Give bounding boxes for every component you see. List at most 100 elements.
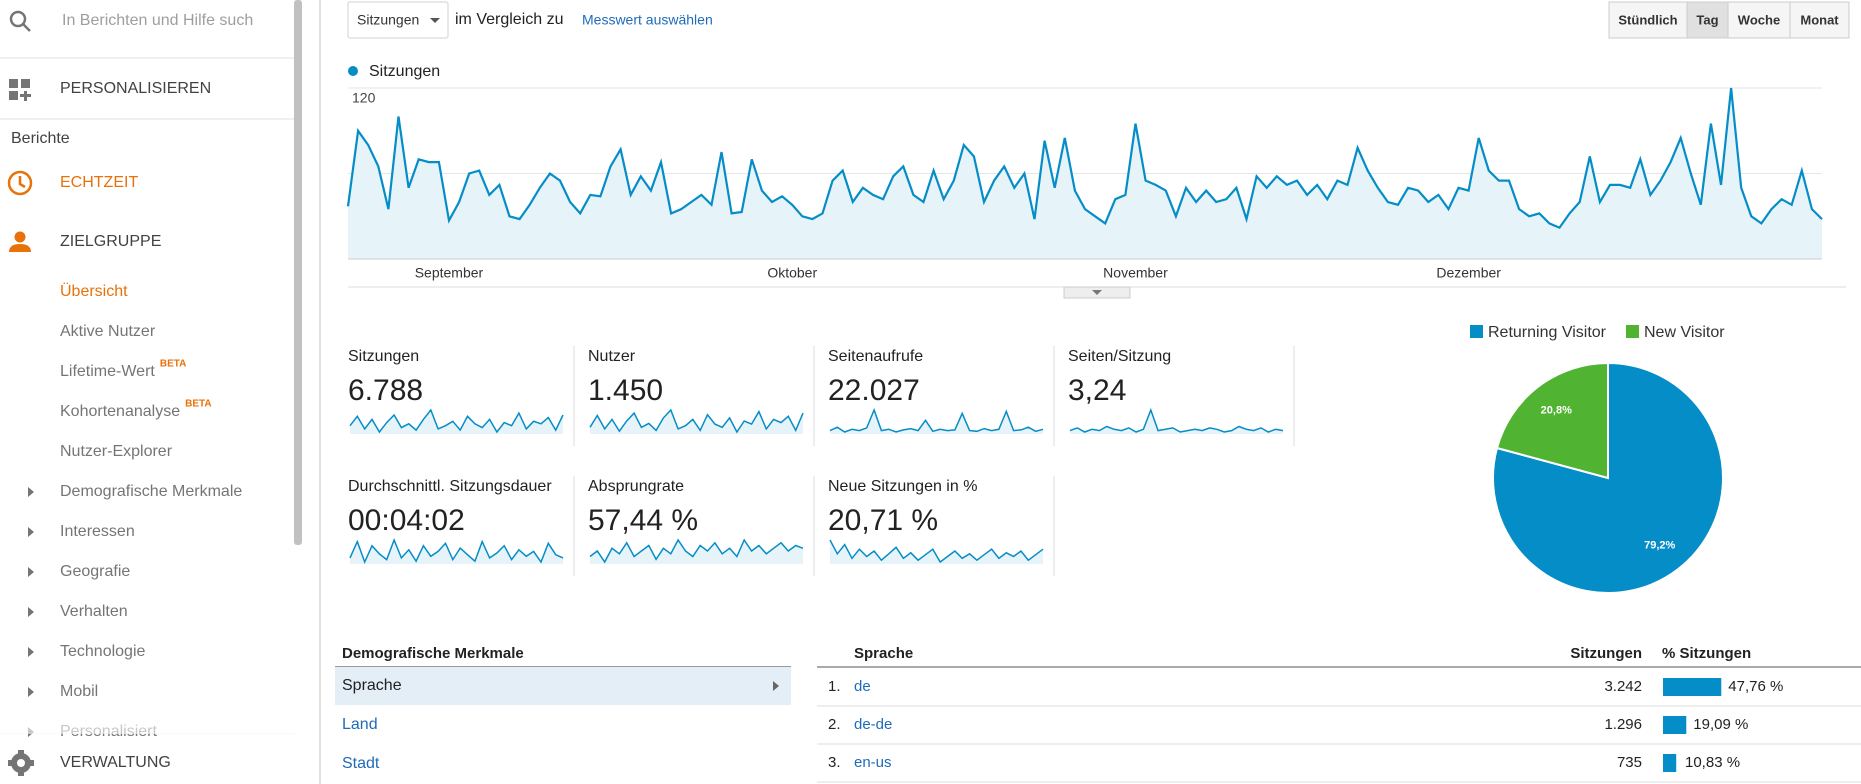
metric-label: Sitzungen [348, 348, 419, 365]
nav-item[interactable]: Nutzer-Explorer [60, 443, 173, 460]
person-icon [9, 231, 31, 252]
period-button[interactable] [1789, 1, 1850, 39]
metric-label: Absprungrate [588, 478, 684, 495]
nav-item[interactable]: Geografie [60, 563, 130, 580]
expand-arrow [28, 607, 34, 617]
column-header: Sitzungen [1570, 645, 1642, 662]
legend-swatch [1625, 325, 1639, 338]
audience-items: Übersicht Aktive Nutzer Lifetime-Wert BETA K… [28, 282, 242, 740]
clock-icon [7, 170, 33, 196]
spark-area [830, 410, 1043, 434]
rank: 1. [828, 678, 841, 695]
gear-icon [8, 750, 34, 776]
share-bar [1663, 716, 1687, 734]
compare-label: im Vergleich zu [455, 11, 564, 28]
pie-slice [1495, 361, 1609, 480]
metric-value: 00:04:02 [348, 504, 465, 537]
share-label: 47,76 % [1728, 678, 1783, 695]
spark-area [830, 540, 1043, 564]
beta-badge: BETA [185, 399, 211, 410]
demographics-list: Sprache Land Stadt [335, 667, 791, 772]
nav-item[interactable]: Aktive Nutzer [60, 323, 156, 340]
metric-value: 6.788 [348, 374, 423, 407]
nav-item[interactable]: Interessen [60, 523, 135, 540]
nav-item[interactable]: Übersicht [60, 282, 128, 300]
x-tick-label: September [415, 265, 484, 281]
spark-area [350, 540, 563, 564]
pie-chart: 79,2% Returning Visitor 20,8% New Visitor [1470, 324, 1725, 594]
pie-label: 20,8% [1541, 404, 1572, 416]
rank: 2. [828, 716, 841, 733]
spark-area [350, 410, 563, 434]
period-button[interactable] [1727, 1, 1791, 39]
demographics-title: Demografische Merkmale [342, 645, 524, 662]
x-tick-label: Dezember [1436, 265, 1501, 281]
dropdown-arrow [430, 18, 440, 23]
y-tick-label: 120 [352, 90, 376, 106]
metric-value: 1.450 [588, 374, 663, 407]
reports-heading: Berichte [11, 130, 70, 147]
language[interactable]: de [854, 678, 871, 695]
expand-arrow [28, 647, 34, 657]
nav-realtime[interactable]: ECHTZEIT [60, 174, 138, 191]
nav-item[interactable]: Mobil [60, 683, 98, 700]
metric-value: 20,71 % [828, 504, 938, 537]
nav-item[interactable]: Kohortenanalyse [60, 403, 180, 420]
column-header: % Sitzungen [1662, 645, 1751, 662]
sparkline [1069, 407, 1284, 433]
nav-item[interactable]: Verhalten [60, 603, 128, 620]
share-bar [1663, 678, 1722, 696]
expand-arrow [28, 487, 34, 497]
sparkline [589, 538, 804, 564]
metric-label: Seitenaufrufe [828, 348, 923, 365]
metric-value: 57,44 % [588, 504, 698, 537]
sessions: 1.296 [1604, 716, 1642, 733]
demographics-item[interactable]: Land [342, 716, 378, 733]
nav-personalize[interactable]: PERSONALISIEREN [60, 80, 211, 97]
sessions: 735 [1617, 754, 1642, 771]
search-input[interactable]: In Berichten und Hilfe such [62, 12, 253, 29]
nav-item[interactable]: Lifetime-Wert [60, 363, 155, 380]
language[interactable]: de-de [854, 716, 892, 733]
language[interactable]: en-us [854, 754, 892, 771]
demographics-item[interactable]: Stadt [342, 755, 380, 772]
legend-label: Sitzungen [369, 63, 440, 80]
demographics-item[interactable]: Sprache [342, 677, 402, 694]
line [346, 87, 1823, 230]
x-tick-label: Oktober [767, 265, 817, 281]
legend-swatch [1470, 325, 1483, 338]
period-label[interactable]: Monat [1800, 12, 1839, 27]
spark-area [590, 410, 803, 434]
period-button[interactable] [1686, 1, 1729, 39]
sidebar [0, 0, 320, 784]
period-label[interactable]: Stündlich [1618, 12, 1677, 27]
language-table: Sprache Sitzungen % Sitzungen 1. de 3.242 47,7… [817, 645, 1861, 783]
expand-arrow [28, 687, 34, 697]
admin-bar [0, 734, 294, 784]
nav-item[interactable]: Technologie [60, 643, 146, 660]
metric-dropdown-label[interactable]: Sitzungen [357, 12, 419, 28]
period-label[interactable]: Tag [1696, 12, 1718, 27]
line-chart: Sitzungen60120SeptemberOktoberNovemberDe… [346, 63, 1823, 281]
fade [0, 722, 294, 734]
metric-label: Neue Sitzungen in % [828, 478, 977, 495]
column-header: Sprache [854, 645, 913, 662]
metric-dropdown[interactable] [347, 1, 449, 39]
sessions: 3.242 [1604, 678, 1642, 695]
share-label: 19,09 % [1693, 716, 1748, 733]
period-label[interactable]: Woche [1738, 12, 1780, 27]
metric-label: Nutzer [588, 348, 636, 365]
period-buttons: Stündlich Tag Woche Monat [1608, 1, 1850, 39]
legend-label: Returning Visitor [1488, 324, 1607, 341]
metric-value: 22.027 [828, 374, 920, 407]
metric-label: Durchschnittl. Sitzungsdauer [348, 478, 552, 495]
selected-row [335, 667, 791, 705]
nav-audience[interactable]: ZIELGRUPPE [60, 233, 161, 250]
beta-badge: BETA [160, 359, 186, 370]
nav-item[interactable]: Demografische Merkmale [60, 483, 242, 500]
metric-value: 3,24 [1068, 374, 1126, 407]
select-metric-link[interactable]: Messwert auswählen [582, 12, 713, 28]
share-label: 10,83 % [1685, 754, 1740, 771]
nav-admin[interactable]: VERWALTUNG [60, 754, 171, 771]
sparkline [829, 407, 1044, 433]
